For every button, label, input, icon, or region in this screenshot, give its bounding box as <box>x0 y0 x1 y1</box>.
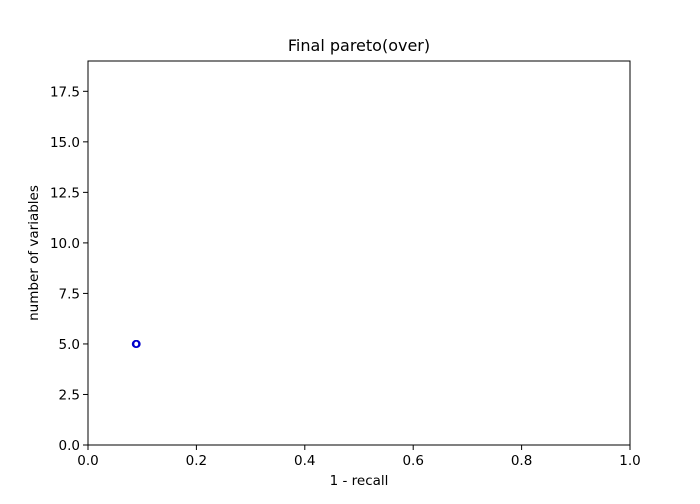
y-tick-label: 15.0 <box>50 135 80 151</box>
x-tick-label: 0.0 <box>77 453 98 469</box>
y-tick-label: 2.5 <box>59 387 80 403</box>
y-axis-label: number of variables <box>26 185 42 321</box>
x-axis-label: 1 - recall <box>330 473 389 489</box>
x-tick-label: 0.6 <box>402 453 423 469</box>
y-tick-label: 0.0 <box>59 438 80 454</box>
scatter-points <box>131 340 141 348</box>
y-tick-label: 10.0 <box>50 236 80 252</box>
x-tick-label: 1.0 <box>619 453 640 469</box>
x-tick-label: 0.8 <box>511 453 532 469</box>
plot-area-frame <box>87 60 631 446</box>
y-tick-label: 17.5 <box>50 84 80 100</box>
scatter-point <box>132 340 141 348</box>
x-axis-ticks: 0.0 0.2 0.4 0.6 0.8 1.0 <box>77 445 641 469</box>
x-tick-label: 0.2 <box>186 453 207 469</box>
x-tick-label: 0.4 <box>294 453 315 469</box>
y-axis-ticks: 0.0 2.5 5.0 7.5 10.0 12.5 15.0 17.5 <box>50 84 88 454</box>
y-tick-label: 5.0 <box>59 337 80 353</box>
y-tick-label: 7.5 <box>59 286 80 302</box>
chart-title: Final pareto(over) <box>288 36 430 55</box>
y-tick-label: 12.5 <box>50 185 80 201</box>
